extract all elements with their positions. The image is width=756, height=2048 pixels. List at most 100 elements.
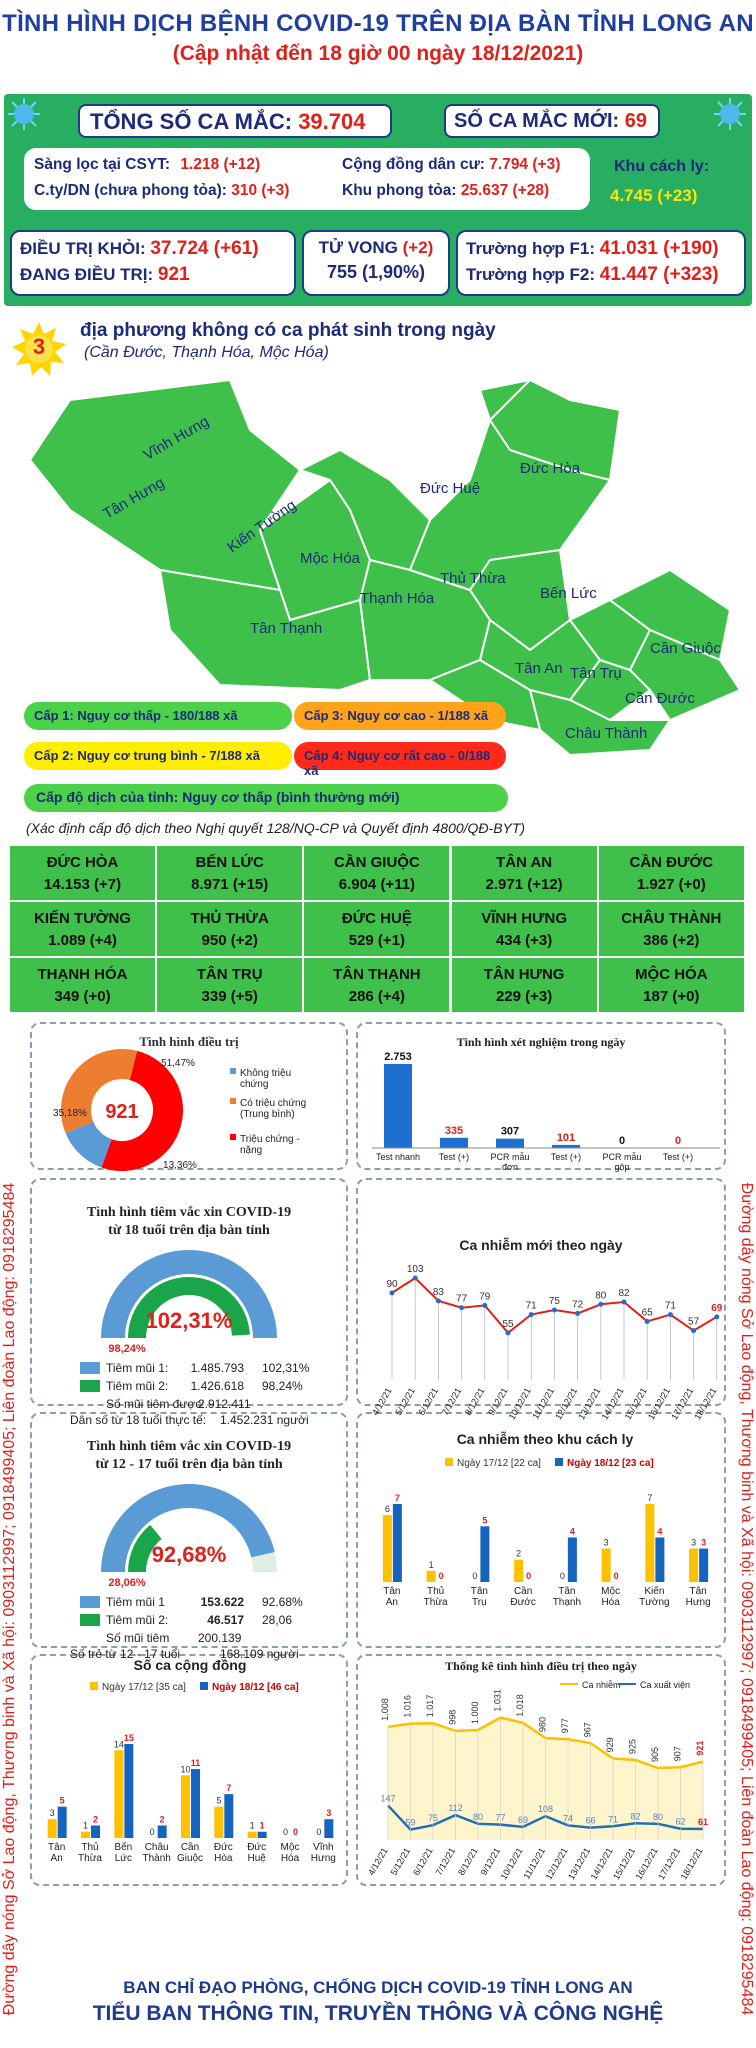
daily-x-label: 8/12/21	[463, 1386, 487, 1417]
new-cases-label: SỐ CA MẮC MỚI:	[454, 110, 620, 132]
daily-value-label: 83	[433, 1287, 445, 1298]
iso-category: Tường	[639, 1597, 669, 1608]
iso-bar	[601, 1548, 611, 1582]
iso-bar-label: 7	[647, 1493, 652, 1503]
trend-discharge-label: 71	[608, 1814, 618, 1824]
testing-panel	[356, 1022, 726, 1170]
community-category: Giuộc	[177, 1853, 203, 1864]
vac-adult-total-value: 2.912.411	[198, 1397, 251, 1411]
iso-bar-label: 3	[604, 1538, 609, 1548]
community-bar-label: 2	[160, 1814, 165, 1824]
total-cases-label: TỔNG SỐ CA MẮC:	[90, 109, 293, 134]
community-bar	[57, 1806, 67, 1838]
trend-discharge-label: 61	[698, 1817, 708, 1827]
test-value-label: 2.753	[384, 1051, 412, 1063]
district-cell: ĐỨC HÒA 14.153 (+7)	[10, 846, 157, 902]
district-cell: TÂN HƯNG 229 (+3)	[451, 958, 599, 1014]
daily-point	[714, 1314, 720, 1320]
legend-label: Triệu chứng -	[240, 1134, 300, 1145]
daily-value-label: 71	[665, 1301, 677, 1312]
test-value-label: 101	[557, 1132, 575, 1144]
vac-child-legend-swatch	[80, 1614, 100, 1626]
trend-discharge-label: 74	[563, 1813, 573, 1823]
community-category: Thừa	[78, 1853, 102, 1864]
deaths-label: TỬ VONG	[318, 238, 398, 257]
donut-center-label: 921	[105, 1101, 138, 1123]
iso-category: Kiến	[644, 1585, 664, 1597]
trend-case-label: 1.017	[425, 1695, 435, 1718]
daily-point	[621, 1299, 627, 1305]
iso-bar	[392, 1504, 402, 1582]
vac-adult-row-pct: 102,31%	[262, 1361, 310, 1375]
iso-category: Trụ	[472, 1597, 487, 1608]
map-label-8: Thủ Thừa	[440, 570, 506, 587]
district-cell: CẦN ĐƯỚC 1.927 (+0)	[598, 846, 746, 902]
trend-discharge-label: 147	[380, 1794, 395, 1804]
community-bar-label: 1	[250, 1821, 255, 1831]
deaths-box: TỬ VONG (+2) 755 (1,90%)	[302, 230, 450, 296]
iso-bar-label: 3	[691, 1538, 696, 1548]
iso-title: Ca nhiễm theo khu cách ly	[457, 1431, 634, 1447]
district-value: 229 (+3)	[495, 988, 553, 1005]
district-cell: KIẾN TƯỜNG 1.089 (+4)	[10, 902, 157, 958]
district-cell: CẦN GIUỘC 6.904 (+11)	[304, 846, 452, 902]
iso-bar	[480, 1526, 490, 1582]
recovered-box: ĐIỀU TRỊ KHỎI: 37.724 (+61) ĐANG ĐIỀU TR…	[10, 230, 296, 296]
no-case-text: địa phương không có ca phát sinh trong n…	[80, 320, 496, 341]
district-value: 386 (+2)	[643, 932, 700, 949]
iso-bar-label: 0	[526, 1571, 531, 1581]
community-category: Mộc	[281, 1842, 300, 1853]
daily-point	[482, 1302, 488, 1308]
daily-point	[551, 1307, 557, 1313]
district-name: TÂN HƯNG	[483, 966, 565, 983]
f1-label: Trường hợp F1:	[466, 239, 596, 258]
iso-bar	[514, 1559, 524, 1582]
daily-point	[505, 1330, 511, 1336]
slice-label: 35,18%	[53, 1108, 87, 1119]
daily-title: Ca nhiễm mới theo ngày	[459, 1237, 622, 1253]
district-value: 349 (+0)	[54, 988, 111, 1005]
test-category: PCR mẫu	[602, 1152, 641, 1162]
iso-bar	[655, 1537, 665, 1582]
daily-point	[459, 1305, 465, 1311]
map-label-3: Mộc Hóa	[300, 550, 361, 567]
trend-case-label: 925	[628, 1739, 638, 1754]
district-value: 8.971 (+15)	[191, 876, 269, 893]
district-cell: ĐỨC HUỆ 529 (+1)	[304, 902, 452, 958]
vac-adult-row-count: 1.485.793	[191, 1361, 245, 1375]
vac-adult-dose2-label: 98,24%	[108, 1343, 146, 1355]
district-cell: TÂN THẠNH 286 (+4)	[304, 958, 452, 1014]
district-value: 1.089 (+4)	[48, 932, 117, 949]
iso-category: Tân	[383, 1586, 400, 1597]
trend-discharge-label: 69	[518, 1815, 528, 1825]
daily-x-label: 6/12/21	[416, 1386, 440, 1417]
community-bar	[91, 1825, 100, 1838]
district-name: KIẾN TƯỜNG	[34, 910, 131, 927]
community-bar-label: 14	[114, 1739, 124, 1749]
community-bar-label: 10	[180, 1764, 190, 1774]
map-label-13: Cần Đước	[625, 690, 695, 707]
community-category: Châu	[145, 1842, 169, 1853]
daily-value-label: 69	[711, 1303, 723, 1314]
test-category: đơn	[502, 1162, 518, 1172]
donut-slice	[61, 1049, 138, 1134]
map-label-5: Thạnh Hóa	[360, 590, 435, 607]
donut-slice	[65, 1120, 113, 1168]
community-bar	[124, 1744, 134, 1838]
iso-bar	[567, 1537, 577, 1582]
vac-adult-row-pct: 98,24%	[262, 1379, 303, 1393]
district-value: 434 (+3)	[495, 932, 553, 949]
district-value: 14.153 (+7)	[43, 876, 122, 893]
legend-label: Có triệu chứng	[240, 1098, 306, 1109]
trend-case-label: 980	[538, 1717, 548, 1732]
total-cases-value: 39.704	[298, 109, 366, 134]
daily-cases-panel	[356, 1178, 726, 1406]
trend-case-label: 977	[560, 1718, 570, 1733]
community-bar	[257, 1831, 267, 1838]
community-bar-label: 3	[50, 1808, 55, 1818]
treating-value: 921	[157, 264, 190, 285]
legend-label: Không triệu	[240, 1068, 291, 1079]
iso-bar	[699, 1548, 709, 1582]
district-cell: CHÂU THÀNH 386 (+2)	[598, 902, 746, 958]
community-title: Số ca cộng đồng	[134, 1657, 247, 1673]
